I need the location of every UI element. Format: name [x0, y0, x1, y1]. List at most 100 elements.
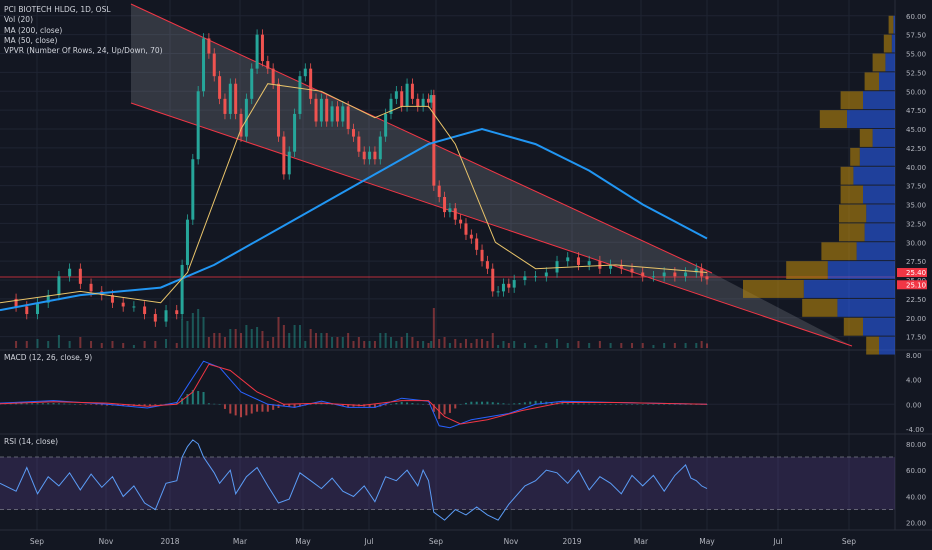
y-tick-label: 40.00 [906, 164, 926, 172]
macd-histogram-bar [657, 404, 660, 405]
volume-bar [368, 341, 371, 348]
volume-bar [411, 337, 414, 348]
macd-histogram-bar [416, 403, 419, 405]
volume-bar [641, 343, 644, 348]
x-tick-label: 2019 [562, 537, 581, 546]
macd-histogram-bar [186, 394, 189, 405]
volume-bar [90, 341, 93, 348]
macd-histogram-bar [561, 403, 564, 405]
macd-histogram-bar [84, 404, 87, 405]
macd-histogram-bar [636, 404, 639, 405]
candle-body [448, 208, 452, 213]
volume-bar [454, 339, 457, 348]
candle-body [694, 268, 698, 273]
macd-histogram-bar [448, 404, 451, 413]
candle-body [609, 264, 613, 269]
ma200-line [0, 127, 708, 312]
candle-body [512, 280, 516, 288]
vpvr-up-bar [856, 242, 895, 261]
macd-title[interactable]: MACD (12, 26, close, 9) [4, 353, 93, 362]
indicator-ma50[interactable]: MA (50, close) [4, 35, 58, 45]
volume-bar [288, 333, 291, 348]
volume-bar [700, 341, 703, 348]
volume-bar [213, 333, 216, 348]
vpvr-down-bar [866, 336, 879, 355]
indicator-volume[interactable]: Vol (20) [4, 15, 34, 25]
candle-body [437, 185, 441, 197]
candle-body [684, 272, 688, 277]
vpvr-down-bar [786, 261, 828, 280]
candle-body [121, 302, 125, 307]
candle-body [319, 98, 323, 122]
volume-bar [556, 339, 559, 348]
candle-body [46, 295, 50, 303]
vpvr-up-bar [863, 317, 895, 336]
candle-body [576, 257, 580, 265]
vpvr-up-bar [863, 185, 895, 204]
x-tick-label: Nov [504, 537, 519, 546]
x-tick-label: Sep [429, 537, 443, 546]
volume-bar [363, 341, 366, 348]
vpvr-up-bar [866, 204, 895, 223]
volume-bar [197, 309, 200, 348]
price-label-box [897, 280, 927, 290]
macd-histogram-bar [341, 404, 344, 407]
candle-body [651, 276, 655, 278]
volume-bar [250, 329, 253, 348]
y-tick-label: 42.50 [906, 145, 926, 153]
candle-body [212, 53, 216, 77]
macd-y-tick-label: 0.00 [906, 401, 922, 409]
x-tick-label: 2018 [160, 537, 179, 546]
y-tick-label: 52.50 [906, 69, 926, 77]
candle-body [244, 98, 248, 137]
macd-histogram-bar [148, 404, 151, 406]
volume-bar [620, 343, 623, 348]
candle-body [218, 76, 222, 99]
vpvr-down-bar [743, 280, 804, 298]
indicator-vpvr[interactable]: VPVR (Number Of Rows, 24, Up/Down, 70) [4, 46, 163, 56]
indicator-ma200[interactable]: MA (200, close) [4, 25, 63, 35]
volume-bar [304, 341, 307, 348]
vpvr-down-bar [843, 317, 863, 336]
macd-histogram-bar [631, 404, 634, 405]
rsi-title[interactable]: RSI (14, close) [4, 437, 59, 446]
rsi-y-tick-label: 80.00 [906, 441, 926, 449]
macd-histogram-bar [309, 404, 312, 405]
y-tick-label: 50.00 [906, 88, 926, 96]
symbol-title[interactable]: PCI BIOTECH HLDG, 1D, OSL [4, 5, 111, 14]
macd-histogram-bar [566, 403, 569, 405]
candle-body [459, 219, 463, 224]
y-tick-label: 20.00 [906, 315, 926, 323]
candle-body [496, 291, 500, 293]
macd-histogram-bar [689, 404, 692, 405]
macd-y-tick-label: 4.00 [906, 377, 922, 385]
volume-bar [352, 341, 355, 348]
vpvr-down-bar [864, 72, 879, 91]
volume-bar [68, 341, 71, 348]
macd-histogram-bar [454, 404, 457, 409]
candle-body [705, 276, 709, 280]
ma50-line [0, 83, 708, 304]
x-tick-label: Mar [634, 537, 649, 546]
y-tick-label: 22.50 [906, 296, 926, 304]
volume-bar [470, 343, 473, 348]
macd-histogram-bar [229, 404, 232, 414]
vpvr-down-bar [872, 53, 886, 72]
macd-histogram-bar [679, 404, 682, 405]
volume-bar [336, 337, 339, 348]
candle-body [352, 129, 355, 137]
volume-bar [598, 341, 601, 348]
volume-bar [534, 345, 537, 348]
candle-body [35, 302, 39, 315]
volume-bar [347, 333, 350, 348]
macd-histogram-bar [475, 401, 478, 405]
macd-histogram-bar [218, 404, 221, 405]
volume-bar [315, 333, 318, 348]
macd-histogram-bar [400, 401, 403, 405]
candle-body [400, 91, 404, 107]
volume-bar [240, 333, 243, 348]
volume-bar [309, 329, 312, 348]
macd-histogram-bar [497, 402, 500, 405]
candle-body [164, 310, 168, 322]
